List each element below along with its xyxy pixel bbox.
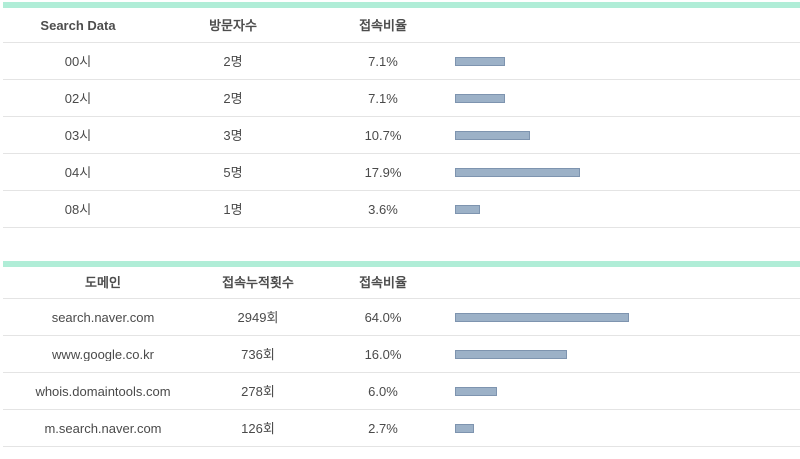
hourly-table-body: 00시 2명 7.1% 02시 2명 7.1% 03시 3명 10.7% 04시 5명 17.9% 08… (3, 43, 800, 228)
row-value-cell: 2명 (223, 54, 243, 68)
table-row: www.google.co.kr 736회 16.0% (3, 336, 800, 373)
row-value-cell: 126회 (241, 421, 275, 435)
bar-cell (453, 349, 800, 359)
row-percent-cell: 7.1% (368, 54, 398, 68)
bar-cell (453, 204, 800, 214)
header-search-data: Search Data (40, 18, 116, 32)
header-row: 도메인 접속누적횟수 접속비율 (3, 267, 800, 299)
row-label-cell: 04시 (64, 165, 92, 179)
table-row: 04시 5명 17.9% (3, 154, 800, 191)
row-percent-cell: 10.7% (364, 128, 402, 142)
percent-bar (455, 56, 505, 66)
row-percent-cell: 3.6% (368, 202, 398, 216)
row-label-cell: 03시 (64, 128, 92, 142)
row-value-cell: 1명 (223, 202, 243, 216)
bar-cell (453, 386, 800, 396)
domain-hits-table: 도메인 접속누적횟수 접속비율 search.naver.com 2949회 64.… (3, 261, 800, 447)
percent-bar (455, 349, 567, 359)
header-hit-count: 접속누적횟수 (222, 276, 294, 289)
row-label-cell: 00시 (64, 54, 92, 68)
table-row: m.search.naver.com 126회 2.7% (3, 410, 800, 447)
table-row: 03시 3명 10.7% (3, 117, 800, 154)
row-percent-cell: 2.7% (368, 421, 398, 435)
row-percent-cell: 17.9% (364, 165, 402, 179)
table-row: search.naver.com 2949회 64.0% (3, 299, 800, 336)
bar-cell (453, 312, 800, 322)
bar-cell (453, 56, 800, 66)
header-access-ratio: 접속비율 (359, 276, 407, 289)
row-value-cell: 3명 (223, 128, 243, 142)
row-value-cell: 5명 (223, 165, 243, 179)
percent-bar (455, 386, 497, 396)
accent-bar-middle (3, 261, 800, 267)
header-row: Search Data 방문자수 접속비율 (3, 8, 800, 43)
accent-bar-top (3, 2, 800, 8)
row-value-cell: 2949회 (237, 310, 279, 324)
row-value-cell: 2명 (223, 91, 243, 105)
percent-bar (455, 93, 505, 103)
row-percent-cell: 16.0% (364, 347, 402, 361)
bar-cell (453, 93, 800, 103)
row-percent-cell: 7.1% (368, 91, 398, 105)
percent-bar (455, 130, 530, 140)
hourly-visitors-table: Search Data 방문자수 접속비율 00시 2명 7.1% 02시 2명 7.1%… (3, 2, 800, 228)
row-value-cell: 736회 (241, 347, 275, 361)
percent-bar (455, 423, 474, 433)
row-percent-cell: 6.0% (368, 384, 398, 398)
row-label-cell: whois.domaintools.com (35, 384, 171, 398)
table-row: whois.domaintools.com 278회 6.0% (3, 373, 800, 410)
table-row: 00시 2명 7.1% (3, 43, 800, 80)
table-row: 02시 2명 7.1% (3, 80, 800, 117)
row-label-cell: m.search.naver.com (44, 421, 162, 435)
bar-cell (453, 130, 800, 140)
row-percent-cell: 64.0% (364, 310, 402, 324)
bar-cell (453, 423, 800, 433)
row-label-cell: www.google.co.kr (52, 347, 154, 361)
table-row: 08시 1명 3.6% (3, 191, 800, 228)
row-label-cell: 02시 (64, 91, 92, 105)
domain-table-body: search.naver.com 2949회 64.0% www.google.co.… (3, 299, 800, 447)
row-label-cell: 08시 (64, 202, 92, 216)
header-access-ratio: 접속비율 (359, 18, 407, 32)
percent-bar (455, 167, 580, 177)
header-visitor-count: 방문자수 (209, 18, 257, 32)
row-label-cell: search.naver.com (51, 310, 155, 324)
percent-bar (455, 312, 629, 322)
percent-bar (455, 204, 480, 214)
bar-cell (453, 167, 800, 177)
header-domain: 도메인 (85, 276, 121, 289)
row-value-cell: 278회 (241, 384, 275, 398)
